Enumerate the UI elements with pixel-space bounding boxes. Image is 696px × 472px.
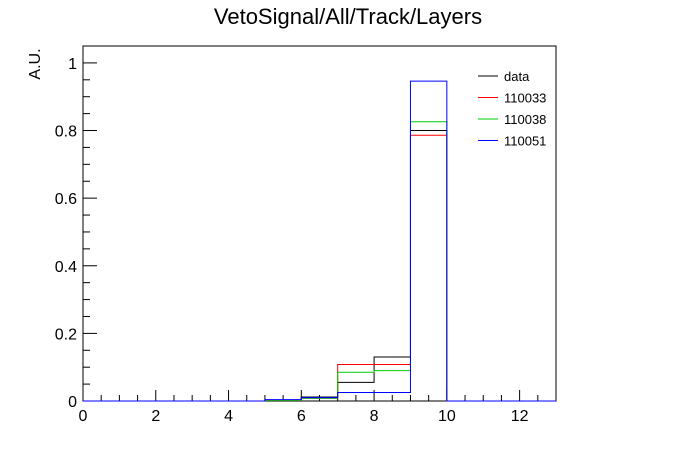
axis-ticks <box>82 45 557 402</box>
y-tick-label: 0.4 <box>55 259 77 276</box>
histogram-series <box>83 80 556 402</box>
histogram-line-110033 <box>83 134 556 402</box>
legend-label: data <box>504 69 530 84</box>
legend-label: 110033 <box>504 91 546 106</box>
legend-label: 110051 <box>504 134 546 149</box>
x-tick-label: 0 <box>79 408 88 425</box>
chart-title: VetoSignal/All/Track/Layers <box>214 4 482 29</box>
plot-frame <box>82 45 557 402</box>
legend-label: 110038 <box>504 112 546 127</box>
y-tick-label: 0.2 <box>55 326 77 343</box>
y-tick-label: 0.6 <box>55 191 77 208</box>
y-axis-title: A.U. <box>27 48 44 79</box>
y-tick-label: 0 <box>68 394 77 411</box>
histogram-line-110051 <box>83 80 556 402</box>
histogram-line-110038 <box>83 121 556 402</box>
y-tick-label: 1 <box>68 56 77 73</box>
x-tick-label: 6 <box>297 408 306 425</box>
legend: data 110033 110038 110051 <box>478 69 546 149</box>
x-tick-label: 10 <box>438 408 456 425</box>
x-tick-label: 12 <box>511 408 529 425</box>
y-tick-label: 0.8 <box>55 124 77 141</box>
x-tick-label: 2 <box>151 408 160 425</box>
histogram-line-data <box>83 130 556 402</box>
axis-tick-labels: 0 2 4 6 8 10 12 0 0.2 0.4 0.6 0.8 1 <box>55 56 529 425</box>
x-tick-label: 8 <box>370 408 379 425</box>
x-tick-label: 4 <box>224 408 233 425</box>
